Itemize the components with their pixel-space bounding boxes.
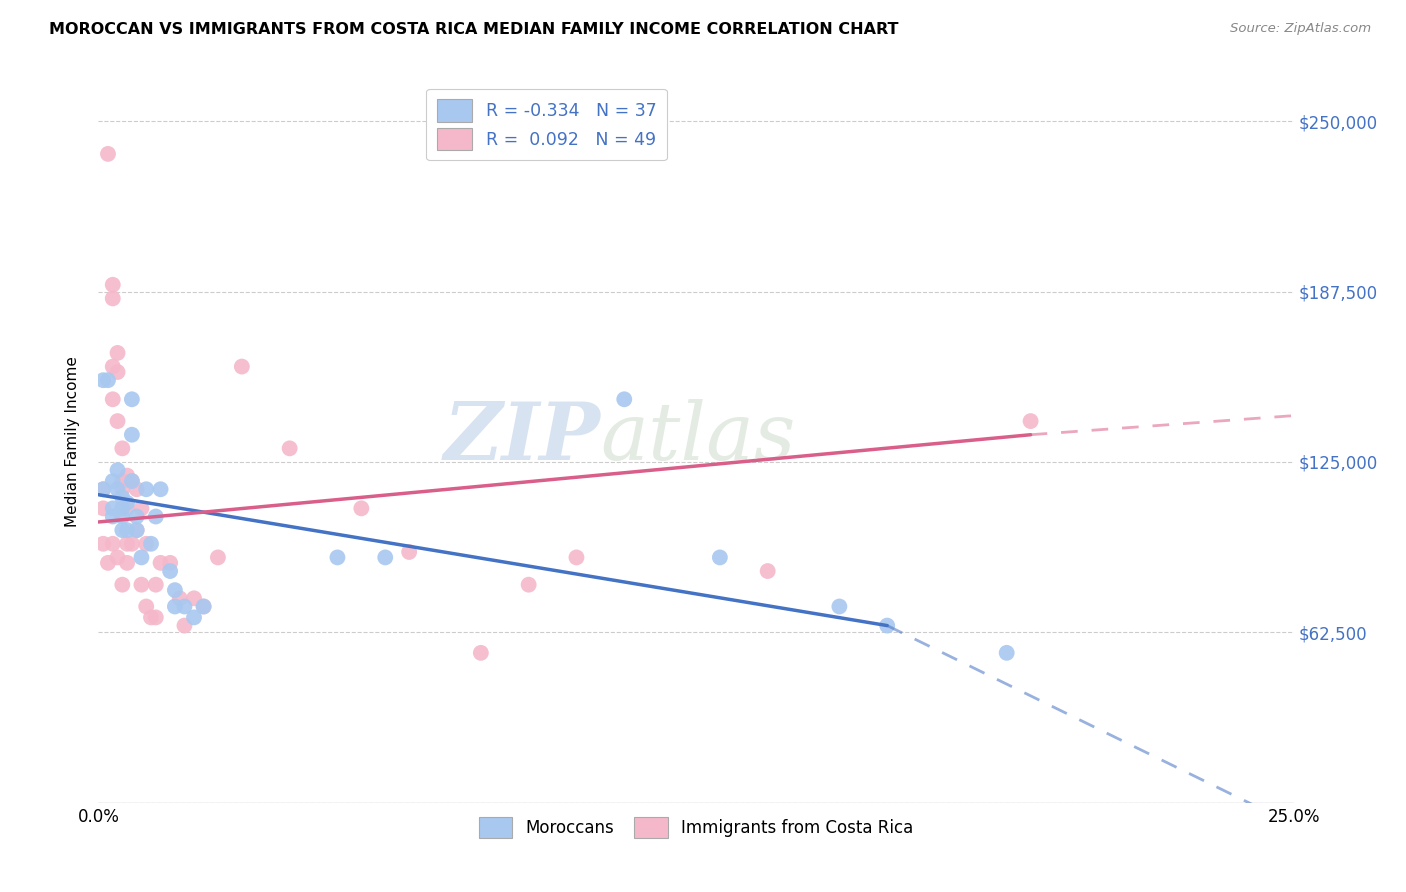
Point <box>101 292 124 306</box>
Point <box>565 550 588 565</box>
Point <box>115 537 138 551</box>
Point <box>91 482 114 496</box>
Point <box>149 482 172 496</box>
Text: atlas: atlas <box>600 400 796 476</box>
Point <box>101 277 124 292</box>
Point <box>107 463 129 477</box>
Point <box>125 509 148 524</box>
Point <box>111 523 134 537</box>
Point <box>107 414 129 428</box>
Point <box>131 550 153 565</box>
Point <box>121 537 143 551</box>
Text: ZIP: ZIP <box>443 400 600 476</box>
Point <box>163 599 186 614</box>
Point <box>91 373 114 387</box>
Point <box>107 482 129 496</box>
Point <box>101 359 124 374</box>
Point <box>111 501 134 516</box>
Point <box>91 482 114 496</box>
Point <box>828 599 851 614</box>
Point <box>121 392 143 407</box>
Point <box>374 550 396 565</box>
Point <box>115 496 138 510</box>
Point <box>111 577 134 591</box>
Point <box>207 550 229 565</box>
Point <box>131 577 153 591</box>
Point <box>183 610 205 624</box>
Point <box>115 523 138 537</box>
Point <box>101 501 124 516</box>
Point <box>135 482 157 496</box>
Point <box>107 365 129 379</box>
Point <box>101 537 124 551</box>
Point <box>111 509 134 524</box>
Point <box>101 474 124 488</box>
Point <box>709 550 731 565</box>
Point <box>876 618 898 632</box>
Point <box>278 442 301 456</box>
Point <box>231 359 253 374</box>
Point <box>121 427 143 442</box>
Point <box>159 564 181 578</box>
Point <box>125 482 148 496</box>
Point <box>350 501 373 516</box>
Point <box>97 147 120 161</box>
Point <box>115 501 138 516</box>
Point <box>111 442 134 456</box>
Legend: Moroccans, Immigrants from Costa Rica: Moroccans, Immigrants from Costa Rica <box>472 810 920 845</box>
Point <box>1019 414 1042 428</box>
Point <box>193 599 215 614</box>
Point <box>91 537 114 551</box>
Point <box>139 610 162 624</box>
Point <box>756 564 779 578</box>
Point <box>613 392 636 407</box>
Point <box>101 509 124 524</box>
Point <box>470 646 492 660</box>
Point <box>121 474 143 488</box>
Point <box>111 474 134 488</box>
Point <box>115 556 138 570</box>
Point <box>97 373 120 387</box>
Point <box>111 491 134 505</box>
Point <box>173 599 195 614</box>
Point <box>135 599 157 614</box>
Point <box>107 550 129 565</box>
Point <box>131 501 153 516</box>
Point <box>97 556 120 570</box>
Point <box>91 501 114 516</box>
Point <box>121 474 143 488</box>
Point <box>183 591 205 606</box>
Point <box>145 577 167 591</box>
Point <box>326 550 349 565</box>
Point <box>145 509 167 524</box>
Point <box>173 618 195 632</box>
Point <box>995 646 1018 660</box>
Point <box>517 577 540 591</box>
Y-axis label: Median Family Income: Median Family Income <box>65 356 80 527</box>
Point <box>139 537 162 551</box>
Point <box>163 583 186 598</box>
Point <box>125 523 148 537</box>
Point <box>159 556 181 570</box>
Text: MOROCCAN VS IMMIGRANTS FROM COSTA RICA MEDIAN FAMILY INCOME CORRELATION CHART: MOROCCAN VS IMMIGRANTS FROM COSTA RICA M… <box>49 22 898 37</box>
Point <box>107 346 129 360</box>
Point <box>145 610 167 624</box>
Point <box>149 556 172 570</box>
Point <box>169 591 191 606</box>
Point <box>101 392 124 407</box>
Point <box>193 599 215 614</box>
Point <box>115 468 138 483</box>
Point <box>135 537 157 551</box>
Point <box>111 482 134 496</box>
Point <box>125 523 148 537</box>
Text: Source: ZipAtlas.com: Source: ZipAtlas.com <box>1230 22 1371 36</box>
Point <box>398 545 420 559</box>
